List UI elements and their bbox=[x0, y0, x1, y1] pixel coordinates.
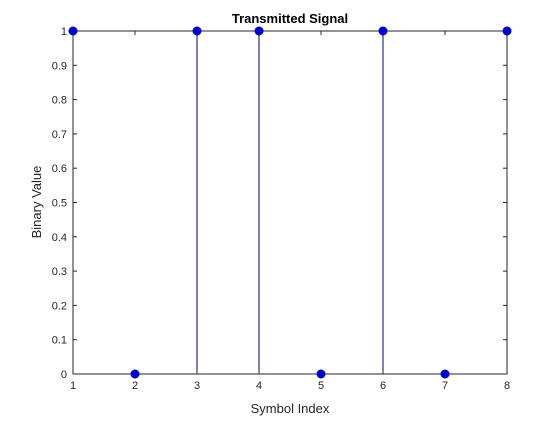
stem-marker bbox=[192, 26, 202, 36]
stem-marker bbox=[440, 369, 450, 379]
y-tick-label: 0.6 bbox=[52, 163, 67, 175]
plot-area bbox=[73, 31, 507, 374]
y-tick-label: 0.3 bbox=[52, 266, 67, 278]
y-tick-label: 0.5 bbox=[52, 198, 67, 210]
stem-marker bbox=[378, 26, 388, 36]
x-tick-label: 7 bbox=[442, 380, 448, 392]
y-tick-label: 1 bbox=[61, 26, 67, 38]
x-tick-label: 6 bbox=[380, 380, 386, 392]
stem-marker bbox=[502, 26, 512, 36]
x-tick-label: 2 bbox=[132, 380, 138, 392]
x-tick-label: 8 bbox=[504, 380, 510, 392]
markers-group bbox=[68, 26, 512, 379]
stem-marker bbox=[316, 369, 326, 379]
y-axis-label: Binary Value bbox=[29, 166, 44, 239]
y-tick-label: 0.7 bbox=[52, 129, 67, 141]
y-tick-label: 0 bbox=[61, 369, 67, 381]
x-tick-label: 4 bbox=[256, 380, 262, 392]
y-tick-label: 0.8 bbox=[52, 95, 67, 107]
x-axis-label: Symbol Index bbox=[251, 401, 330, 416]
y-tick-label: 0.4 bbox=[52, 232, 67, 244]
y-tick-label: 0.1 bbox=[52, 335, 67, 347]
stem-marker bbox=[254, 26, 264, 36]
stem-marker bbox=[130, 369, 140, 379]
x-tick-label: 5 bbox=[318, 380, 324, 392]
x-tick-label: 3 bbox=[194, 380, 200, 392]
chart-title: Transmitted Signal bbox=[232, 11, 348, 26]
y-tick-label: 0.9 bbox=[52, 60, 67, 72]
stem-marker bbox=[68, 26, 78, 36]
y-tick-label: 0.2 bbox=[52, 300, 67, 312]
x-tick-label: 1 bbox=[70, 380, 76, 392]
